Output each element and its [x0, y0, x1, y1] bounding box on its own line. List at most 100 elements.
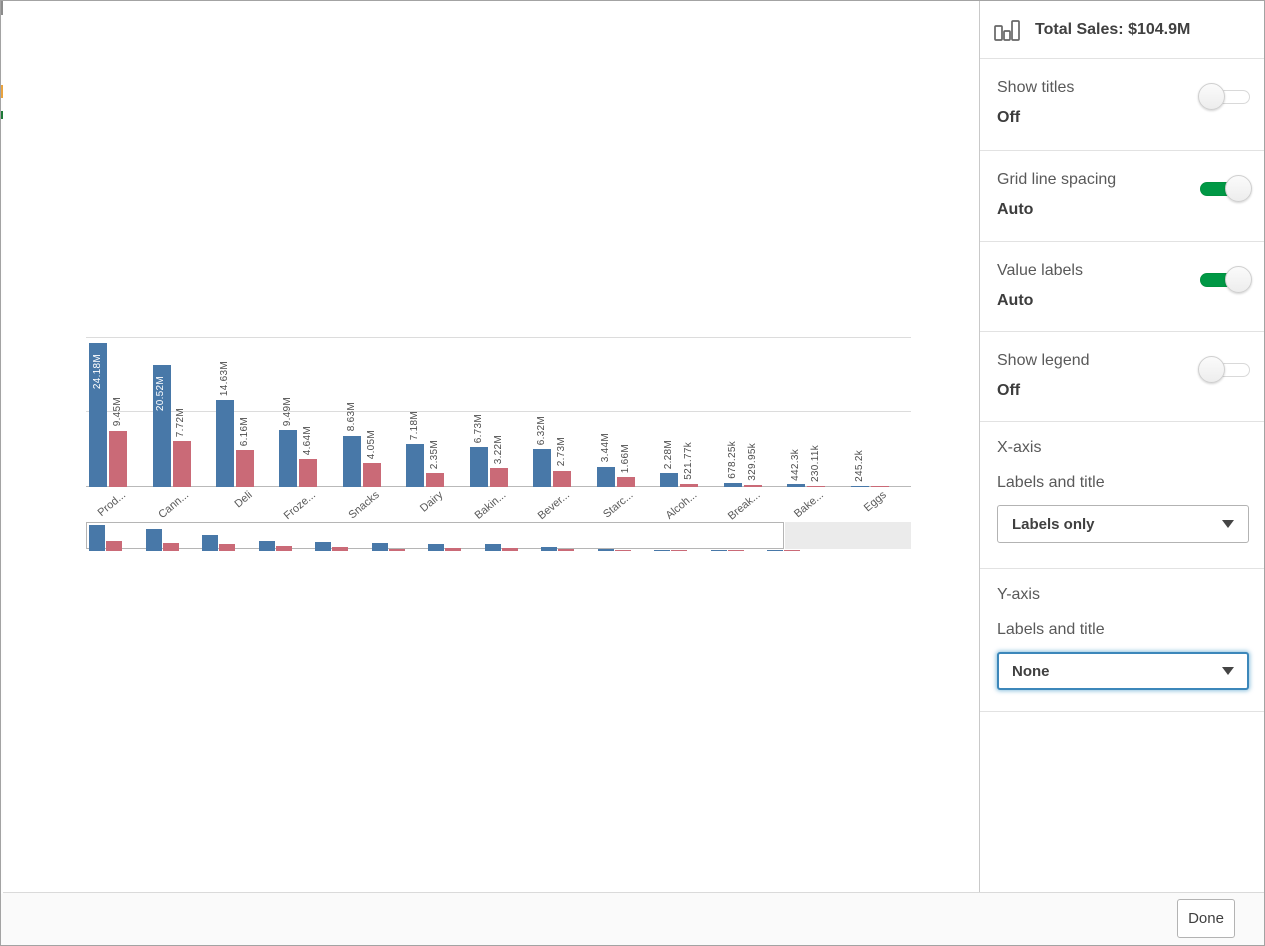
value-label: 14.63M	[218, 360, 230, 396]
axis-section-title: X-axis	[997, 439, 1042, 456]
setting-label: Show titles	[997, 79, 1075, 96]
navigator-mini-bar	[145, 528, 162, 551]
value-label: 2.28M	[663, 440, 675, 470]
navigator-mini-bar	[332, 546, 348, 551]
navigator-mini-bar	[106, 540, 122, 551]
navigator-outside-range	[785, 522, 911, 549]
setting-value-labels: Value labels Auto	[980, 242, 1264, 332]
category-label[interactable]: Bever...	[535, 489, 572, 523]
background-app-sliver	[1, 1, 3, 894]
bar-chart[interactable]: 24.18M 9.45M 20.52M 7.72M 14.63M 6.16M 9.49M 4.…	[86, 337, 911, 523]
done-button[interactable]: Done	[1177, 899, 1235, 938]
y-axis-labels-dropdown[interactable]: None	[997, 652, 1249, 690]
bar-sales-primary[interactable]	[787, 484, 806, 487]
navigator-mini-bar	[388, 548, 405, 551]
bar-sales-secondary[interactable]	[743, 485, 762, 487]
properties-panel: Total Sales: $104.9M Show titles Off Gri…	[979, 1, 1264, 894]
category-label[interactable]: Froze...	[281, 489, 319, 523]
bar-sales-secondary[interactable]	[870, 486, 889, 487]
bar-sales-primary[interactable]	[723, 483, 742, 487]
value-label: 3.22M	[492, 434, 504, 464]
value-label: 8.63M	[345, 402, 357, 432]
bar-sales-secondary[interactable]	[299, 459, 318, 487]
navigator-mini-bar	[258, 540, 275, 551]
navigator-mini-bar	[558, 549, 574, 551]
bar-sales-primary[interactable]	[406, 444, 425, 487]
chart-scroll-navigator[interactable]	[86, 522, 911, 551]
bar-sales-primary[interactable]	[215, 399, 234, 487]
category-label[interactable]: Starc...	[601, 489, 636, 521]
bar-sales-secondary[interactable]	[616, 477, 635, 487]
category-label[interactable]: Dairy	[417, 489, 446, 515]
value-label: 678.25k	[726, 441, 738, 479]
navigator-mini-bar	[275, 546, 292, 551]
value-label: 2.73M	[556, 437, 568, 467]
value-label: 1.66M	[619, 443, 631, 474]
bar-sales-secondary[interactable]	[235, 450, 254, 487]
value-label: 2.35M	[429, 439, 441, 469]
show-titles-toggle[interactable]	[1198, 83, 1250, 110]
category-label[interactable]: Bake...	[791, 489, 826, 521]
bar-sales-primary[interactable]	[596, 466, 615, 487]
category-label[interactable]: Prod...	[95, 489, 128, 520]
navigator-mini-bar	[315, 541, 331, 551]
navigator-mini-bar	[162, 542, 179, 551]
value-labels-toggle[interactable]	[1200, 266, 1252, 293]
value-label: 230.11k	[810, 444, 822, 482]
navigator-mini-bar	[202, 535, 218, 551]
setting-label: Show legend	[997, 352, 1090, 369]
grid-line-spacing-toggle[interactable]	[1200, 175, 1252, 202]
category-label[interactable]: Eggs	[862, 489, 890, 515]
bar-sales-secondary[interactable]	[680, 483, 699, 487]
navigator-mini-bar	[371, 543, 388, 551]
navigator-mini-bar	[767, 550, 783, 551]
bar-sales-primary[interactable]	[660, 473, 679, 487]
navigator-mini-bar	[710, 550, 727, 551]
axis-section-sublabel: Labels and title	[997, 621, 1105, 638]
show-legend-toggle[interactable]	[1198, 356, 1250, 383]
value-label: 9.45M	[112, 397, 123, 427]
setting-value: Auto	[997, 201, 1034, 218]
value-label: 329.95k	[746, 443, 758, 481]
bar-sales-primary[interactable]	[850, 485, 869, 487]
bar-sales-secondary[interactable]	[489, 467, 508, 487]
bar-sales-secondary[interactable]	[553, 470, 572, 487]
bar-sales-primary[interactable]	[152, 364, 171, 487]
bar-sales-secondary[interactable]	[426, 473, 445, 487]
category-label[interactable]: Deli	[232, 489, 255, 511]
gridline-12-5m	[86, 411, 911, 412]
chevron-down-icon	[1222, 520, 1234, 528]
bar-sales-secondary[interactable]	[807, 485, 826, 487]
bar-sales-primary[interactable]	[533, 449, 552, 487]
bar-sales-primary[interactable]	[89, 342, 107, 487]
bar-sales-secondary[interactable]	[362, 462, 381, 487]
category-label[interactable]: Snacks	[346, 489, 382, 522]
navigator-mini-bar	[219, 544, 235, 551]
setting-grid-line-spacing: Grid line spacing Auto	[980, 151, 1264, 242]
value-label: 3.44M	[599, 433, 611, 463]
category-label[interactable]: Alcoh...	[663, 489, 699, 522]
navigator-mini-bar	[597, 548, 614, 551]
axis-section-sublabel: Labels and title	[997, 474, 1105, 491]
category-label[interactable]: Bakin...	[472, 489, 509, 522]
setting-label: Value labels	[997, 262, 1083, 279]
category-label[interactable]: Cann...	[156, 489, 192, 521]
navigator-mini-bar	[89, 524, 105, 551]
setting-show-titles: Show titles Off	[980, 59, 1264, 151]
x-axis-section: X-axis Labels and title Labels only	[980, 422, 1264, 569]
chart-canvas: 24.18M 9.45M 20.52M 7.72M 14.63M 6.16M 9.49M 4.…	[1, 1, 980, 894]
bar-sales-secondary[interactable]	[109, 430, 127, 487]
bar-sales-primary[interactable]	[469, 446, 488, 487]
bar-sales-secondary[interactable]	[172, 441, 191, 487]
value-label: 4.64M	[302, 426, 314, 456]
bar-sales-primary[interactable]	[342, 435, 361, 487]
footer-bar: Done	[1, 892, 1264, 945]
category-label[interactable]: Break...	[725, 489, 763, 523]
x-axis-labels-dropdown[interactable]: Labels only	[997, 505, 1249, 543]
bar-sales-primary[interactable]	[279, 430, 298, 487]
setting-show-legend: Show legend Off	[980, 332, 1264, 422]
navigator-mini-bar	[501, 548, 518, 551]
value-label: 24.18M	[92, 353, 103, 389]
value-label: 7.72M	[175, 407, 187, 437]
navigator-mini-bar	[727, 550, 744, 551]
